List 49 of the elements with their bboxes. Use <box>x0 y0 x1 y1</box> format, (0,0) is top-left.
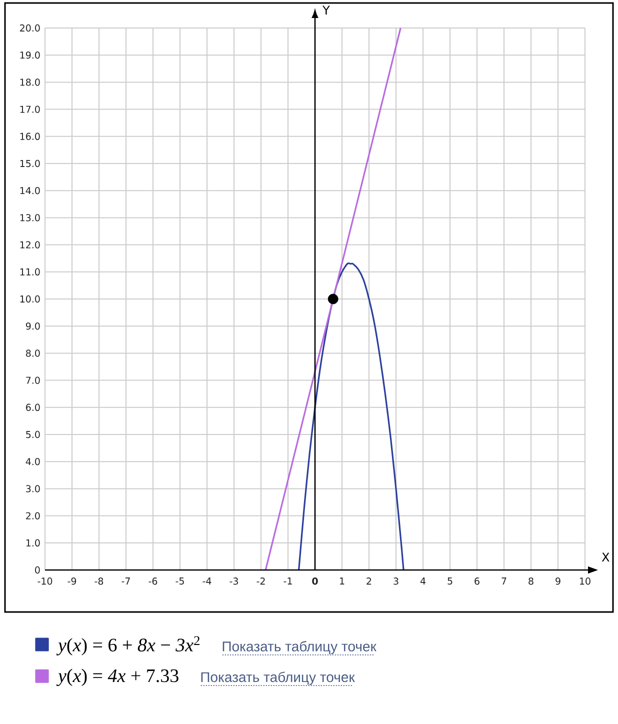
x-tick-label: 8 <box>528 578 534 585</box>
x-tick-label: 2 <box>366 578 372 585</box>
legend-label: y(x) = 4x + 7.33 <box>56 668 178 686</box>
x-tick-label: -6 <box>148 578 158 585</box>
y-tick-label: 6.0 <box>26 404 40 411</box>
x-tick-label: -3 <box>230 578 238 585</box>
x-tick-label: 3 <box>394 578 398 585</box>
x-tick-label: 7 <box>502 578 506 584</box>
x-tick-label: 9 <box>556 578 560 585</box>
y-tick-label: 18.0 <box>20 78 40 86</box>
y-tick-label: 9.0 <box>26 322 40 330</box>
x-tick-label: -10 <box>38 578 52 585</box>
y-tick-label: 11.0 <box>20 268 40 276</box>
x-tick-label: -5 <box>176 578 184 585</box>
x-tick-label: -7 <box>122 578 130 584</box>
x-tick-label: -9 <box>68 578 76 585</box>
y-tick-label: 20.0 <box>20 24 40 32</box>
x-tick-label: 0 <box>312 578 318 585</box>
x-tick-label: -4 <box>202 578 212 584</box>
y-tick-label: 10.0 <box>20 295 40 303</box>
y-axis-title: Y <box>322 6 330 14</box>
line-series <box>298 262 404 571</box>
y-tick-label: 12.0 <box>20 241 40 248</box>
y-tick-label: 14.0 <box>20 187 40 194</box>
y-tick-label: 19.0 <box>20 52 40 59</box>
y-tick-label: 13.0 <box>20 214 40 222</box>
y-tick-label: 8.0 <box>26 350 40 357</box>
x-tick-label: 1 <box>340 578 344 584</box>
y-tick-label: 0 <box>35 566 40 574</box>
x-tick-label: -1 <box>284 578 292 584</box>
y-tick-label: 2.0 <box>26 512 40 520</box>
y-tick-label: 16.0 <box>20 132 40 140</box>
y-tick-label: 17.0 <box>20 106 40 113</box>
text: Показать таблицу точек <box>222 641 376 654</box>
x-tick-label: -2 <box>256 578 265 585</box>
legend-label: y(x) = 6 + 8x − 3x$^{2}$ <box>56 636 200 656</box>
y-tick-label: 1.0 <box>26 539 40 546</box>
x-tick-label: 5 <box>448 578 452 585</box>
text: Показать таблицу точек <box>201 672 355 685</box>
y-tick-label: 3.0 <box>26 485 40 492</box>
x-tick-label: -8 <box>94 578 104 585</box>
y-tick-label: 15.0 <box>20 160 40 168</box>
y-tick-label: 4.0 <box>26 458 40 466</box>
x-axis-title: X <box>602 552 610 562</box>
y-tick-label: 5.0 <box>26 430 40 438</box>
y-tick-label: 7.0 <box>26 376 40 384</box>
x-tick-label: 6 <box>474 578 480 585</box>
x-tick-label: 10 <box>580 578 590 585</box>
x-tick-label: 4 <box>420 578 426 584</box>
